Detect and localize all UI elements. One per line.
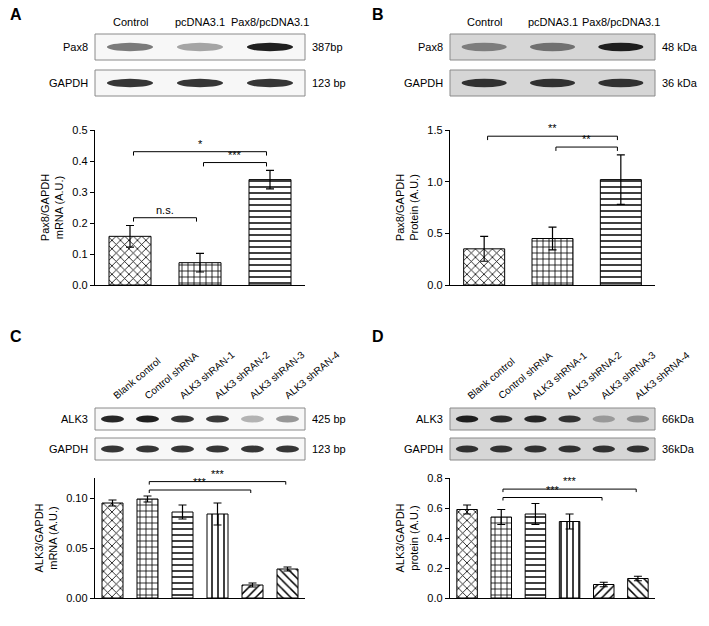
- svg-text:Control: Control: [113, 16, 148, 28]
- svg-text:0.3: 0.3: [72, 186, 87, 198]
- svg-text:***: ***: [211, 468, 225, 480]
- svg-text:0.8: 0.8: [427, 472, 442, 484]
- svg-text:Pax8/GAPDHmRNA (A.U.): Pax8/GAPDHmRNA (A.U.): [39, 174, 65, 241]
- svg-text:ALK3 shRAN-1: ALK3 shRAN-1: [178, 349, 237, 401]
- svg-text:GAPDH: GAPDH: [49, 443, 88, 455]
- svg-text:**: **: [548, 122, 557, 134]
- svg-text:123 bp: 123 bp: [312, 443, 346, 455]
- svg-text:***: ***: [563, 475, 577, 487]
- svg-text:0.2: 0.2: [427, 562, 442, 574]
- svg-text:ALK3/GAPDHmRNA (A.U.): ALK3/GAPDHmRNA (A.U.): [33, 503, 59, 572]
- svg-text:**: **: [582, 133, 591, 145]
- svg-text:Pax8/GAPDHProtein (A.U.): Pax8/GAPDHProtein (A.U.): [394, 174, 420, 241]
- svg-text:0.00: 0.00: [66, 592, 87, 604]
- svg-text:Pax8/pcDNA3.1: Pax8/pcDNA3.1: [231, 16, 309, 28]
- svg-text:123 bp: 123 bp: [312, 77, 346, 89]
- svg-text:GAPDH: GAPDH: [49, 77, 88, 89]
- svg-text:0.4: 0.4: [427, 532, 442, 544]
- svg-text:425 bp: 425 bp: [312, 413, 346, 425]
- svg-text:GAPDH: GAPDH: [404, 443, 443, 455]
- svg-text:0.0: 0.0: [72, 279, 87, 291]
- svg-text:Control shRNA: Control shRNA: [496, 350, 554, 402]
- svg-text:Control shRNA: Control shRNA: [142, 350, 200, 402]
- svg-text:0.5: 0.5: [427, 227, 442, 239]
- svg-text:0.6: 0.6: [427, 502, 442, 514]
- svg-text:0.10: 0.10: [66, 492, 87, 504]
- svg-text:Control: Control: [467, 16, 502, 28]
- svg-text:ALK3 shRNA-1: ALK3 shRNA-1: [530, 349, 589, 401]
- svg-text:*: *: [198, 138, 203, 150]
- svg-text:1.5: 1.5: [427, 124, 442, 136]
- svg-text:C: C: [10, 328, 22, 345]
- svg-text:Blank control: Blank control: [465, 356, 516, 402]
- svg-text:***: ***: [193, 476, 207, 488]
- svg-text:0.0: 0.0: [427, 592, 442, 604]
- svg-text:D: D: [372, 328, 384, 345]
- svg-text:ALK3/GAPDHprotein (A.U.): ALK3/GAPDHprotein (A.U.): [394, 503, 420, 572]
- svg-text:ALK3: ALK3: [416, 413, 443, 425]
- svg-text:B: B: [372, 6, 384, 23]
- svg-text:1.0: 1.0: [427, 176, 442, 188]
- svg-text:ALK3 shRNA-4: ALK3 shRNA-4: [633, 349, 692, 401]
- svg-text:ALK3 shRAN-3: ALK3 shRAN-3: [248, 349, 307, 401]
- svg-text:Blank control: Blank control: [111, 355, 162, 401]
- svg-text:0.4: 0.4: [72, 155, 87, 167]
- svg-text:***: ***: [546, 484, 560, 496]
- svg-text:ALK3 shRNA-3: ALK3 shRNA-3: [599, 349, 658, 401]
- svg-text:48 kDa: 48 kDa: [662, 41, 698, 53]
- svg-text:Pax8: Pax8: [418, 41, 443, 53]
- svg-text:0.2: 0.2: [72, 217, 87, 229]
- svg-text:Pax8: Pax8: [63, 41, 88, 53]
- svg-text:66kDa: 66kDa: [662, 413, 695, 425]
- svg-text:387bp: 387bp: [312, 41, 343, 53]
- svg-text:ALK3 shRNA-2: ALK3 shRNA-2: [565, 349, 624, 401]
- svg-text:pcDNA3.1: pcDNA3.1: [528, 16, 578, 28]
- svg-text:36kDa: 36kDa: [662, 443, 695, 455]
- svg-text:ALK3: ALK3: [61, 413, 88, 425]
- svg-text:***: ***: [228, 149, 242, 161]
- svg-text:pcDNA3.1: pcDNA3.1: [175, 16, 225, 28]
- svg-text:ALK3 shRAN-4: ALK3 shRAN-4: [283, 349, 342, 401]
- svg-text:0.0: 0.0: [427, 279, 442, 291]
- svg-text:0.1: 0.1: [72, 248, 87, 260]
- svg-text:0.05: 0.05: [66, 542, 87, 554]
- svg-text:Pax8/pcDNA3.1: Pax8/pcDNA3.1: [582, 16, 660, 28]
- svg-text:0.5: 0.5: [72, 124, 87, 136]
- svg-text:A: A: [10, 6, 22, 23]
- svg-text:36 kDa: 36 kDa: [662, 77, 698, 89]
- svg-text:GAPDH: GAPDH: [404, 77, 443, 89]
- svg-text:n.s.: n.s.: [156, 204, 174, 216]
- svg-text:ALK3 shRAN-2: ALK3 shRAN-2: [213, 349, 272, 401]
